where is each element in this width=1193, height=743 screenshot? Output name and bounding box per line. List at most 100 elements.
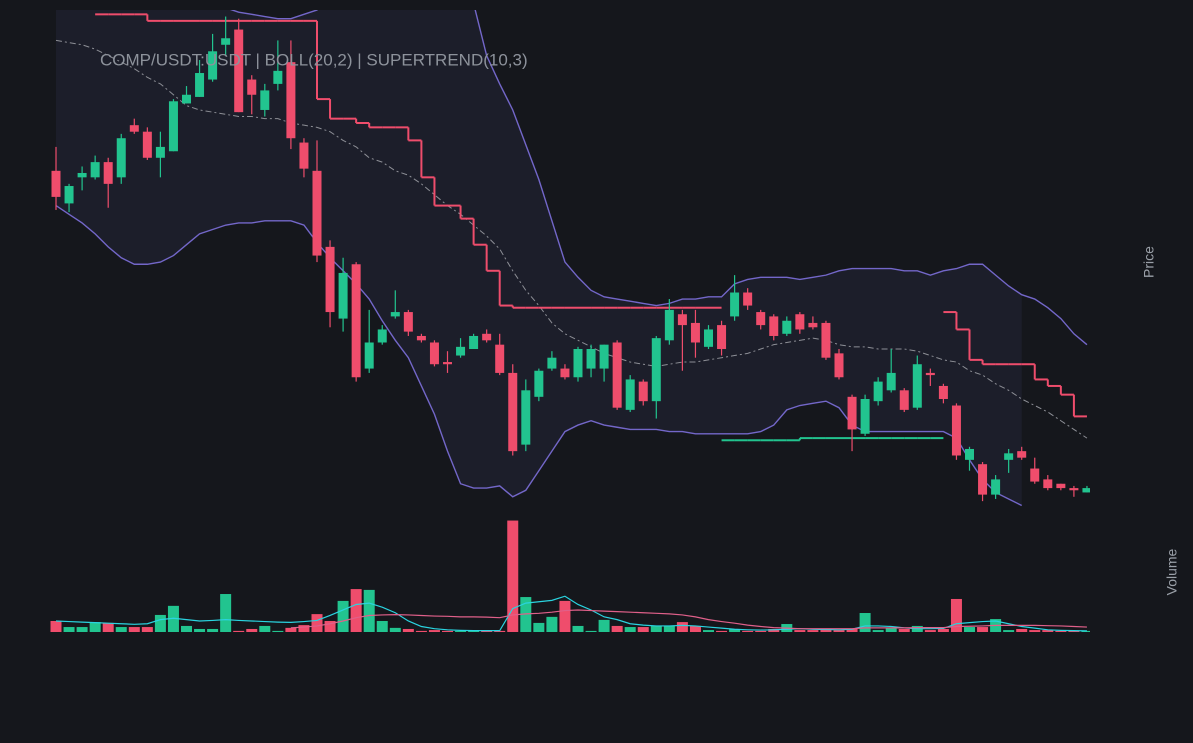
volume-bar — [141, 627, 153, 632]
candle-body — [912, 364, 922, 408]
candle-body — [195, 73, 205, 97]
candle-body — [103, 162, 113, 184]
candle-body — [90, 162, 100, 178]
labels: COMP/USDT:USDT | BOLL(20,2) | SUPERTREND… — [100, 50, 1180, 595]
volume-bar — [689, 625, 701, 632]
volume-bar — [768, 628, 780, 632]
candle-body — [403, 312, 413, 332]
volume-bar — [442, 630, 453, 632]
volume-bar — [494, 630, 506, 632]
volume-bar — [363, 589, 375, 632]
volume-bar — [898, 628, 910, 632]
y-axis-title: Price — [1141, 246, 1157, 278]
candle-body — [782, 320, 792, 334]
volume-bar — [637, 627, 649, 632]
volume-bar — [154, 614, 166, 632]
volume-bar — [546, 616, 558, 632]
candle-body — [951, 405, 961, 456]
candle-body — [234, 29, 244, 113]
volume-bar — [220, 594, 232, 632]
volume-bar — [598, 619, 610, 632]
candle-body — [390, 312, 400, 317]
volume-bar — [468, 630, 480, 632]
candle-body — [978, 464, 988, 495]
volume-bar — [950, 598, 962, 632]
volume-bar — [663, 625, 675, 632]
volume-bar — [207, 628, 219, 632]
volume-bar — [924, 630, 936, 632]
volume-bar — [128, 627, 140, 632]
volume-bar — [311, 614, 323, 632]
volume-bar — [846, 628, 858, 632]
candle-body — [938, 385, 948, 399]
candle-body — [586, 349, 596, 369]
candle-body — [338, 272, 348, 319]
candle-body — [168, 101, 178, 152]
candle-body — [704, 329, 713, 347]
candle-body — [273, 70, 283, 84]
volume-bar — [350, 589, 362, 632]
volume-ma-line — [55, 595, 1087, 632]
candle-body — [717, 325, 727, 350]
candle-body — [873, 381, 883, 402]
candle-body — [651, 338, 661, 402]
volume-bar — [324, 620, 336, 632]
volume-bar — [428, 630, 440, 632]
candle-body — [991, 479, 1001, 495]
volume-bar — [611, 625, 623, 632]
candle-body — [142, 131, 152, 158]
candle-body — [299, 142, 309, 169]
volume-bar — [572, 625, 584, 632]
volume-bar — [1016, 628, 1028, 632]
candle-body — [860, 398, 870, 434]
volume-bar — [650, 625, 662, 632]
candle-body — [1082, 488, 1090, 493]
volume-bar — [167, 605, 179, 632]
volume-bar — [194, 628, 206, 632]
candle-body — [638, 381, 648, 402]
volume-bar — [89, 622, 101, 632]
bollinger-upper — [229, 10, 1088, 346]
bollinger-middle — [55, 39, 1088, 439]
candle-body — [743, 292, 753, 306]
volume-bar — [115, 627, 127, 632]
volume-bar — [520, 597, 532, 632]
volume-bar — [742, 630, 754, 632]
candle-body — [129, 125, 139, 132]
candle-body — [560, 368, 570, 378]
candle-body — [573, 349, 583, 378]
candle-body — [351, 264, 361, 378]
volume-bar — [1029, 630, 1041, 632]
candle-body — [1043, 479, 1053, 489]
candle-body — [247, 79, 257, 95]
bollinger-band-fill — [56, 10, 1022, 506]
volume-bar — [703, 630, 714, 632]
candle-body — [64, 186, 74, 204]
volume-bar — [1055, 630, 1067, 632]
volume-bar — [977, 627, 989, 632]
volume-bar — [729, 628, 741, 632]
candle-body — [1004, 453, 1014, 460]
volume-bar — [507, 520, 519, 632]
volume-bar — [63, 627, 75, 632]
candle-body — [221, 38, 231, 45]
volume-bar — [807, 630, 819, 632]
volume-bar — [755, 630, 767, 632]
price-panel — [51, 10, 1090, 507]
volume-bar — [481, 630, 493, 632]
volume-bar — [794, 630, 806, 632]
volume-bar — [259, 625, 271, 632]
volume-bar — [872, 630, 884, 632]
volume-bar — [885, 627, 897, 632]
volume-bar — [1068, 630, 1080, 632]
candle-body — [612, 342, 622, 408]
volume-bar — [181, 625, 192, 632]
volume-bar — [624, 627, 636, 632]
volume-bar — [1003, 630, 1015, 632]
candle-body — [690, 322, 700, 343]
volume-bar — [964, 627, 975, 632]
volume-bar — [585, 630, 597, 632]
candle-body — [312, 170, 322, 256]
